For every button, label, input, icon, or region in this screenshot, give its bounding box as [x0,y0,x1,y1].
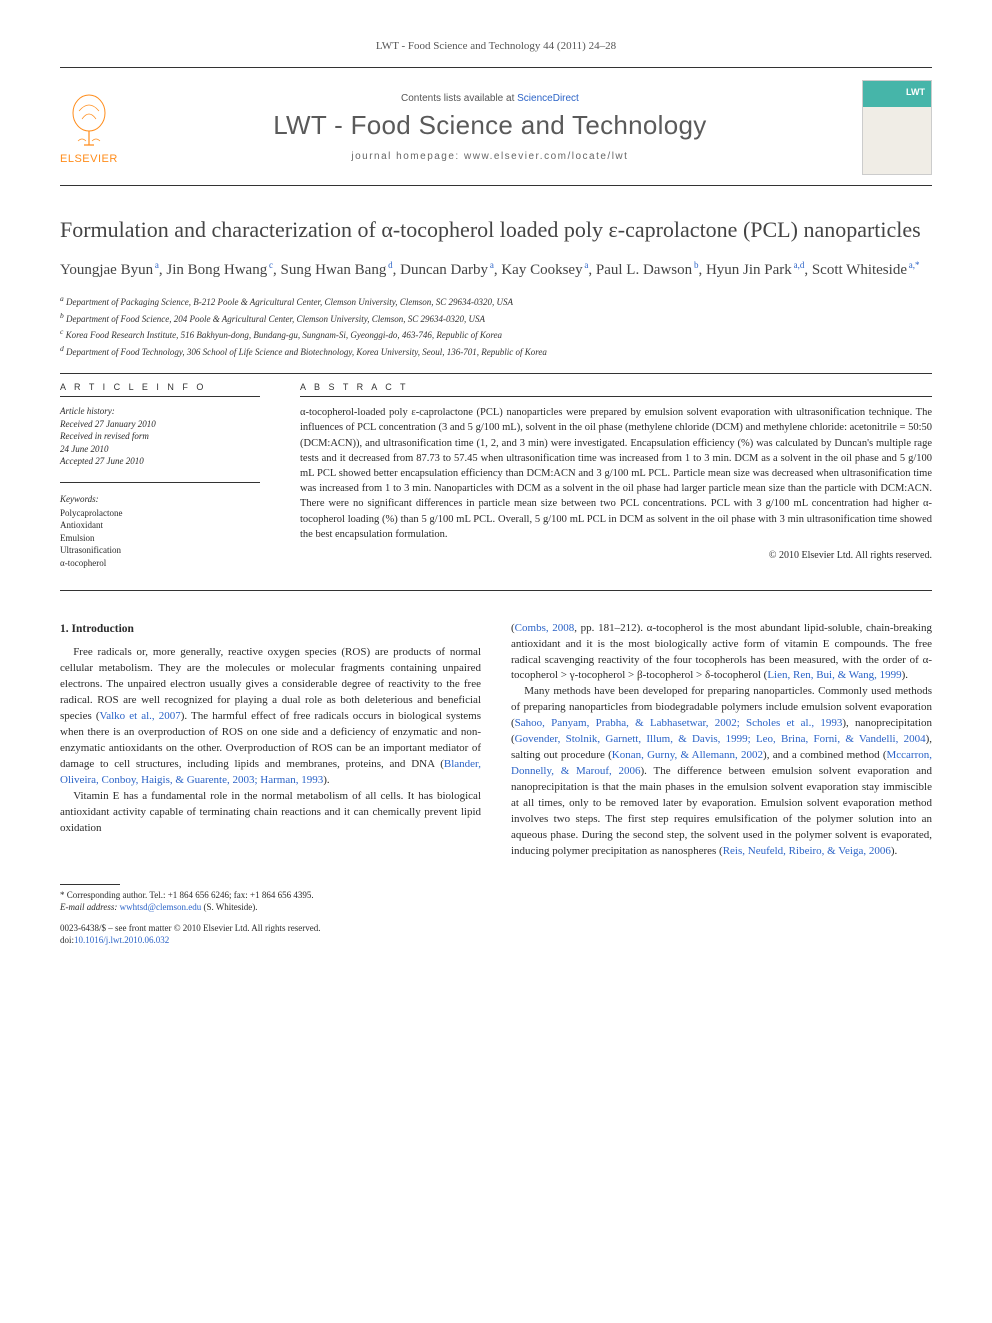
citation-link[interactable]: Valko et al., 2007 [100,710,181,722]
author-name: Hyun Jin Park [706,262,792,278]
keyword: Antioxidant [60,520,103,530]
citation-link[interactable]: Combs, 2008 [515,622,575,634]
journal-name: LWT - Food Science and Technology [138,110,842,141]
body-paragraph: Many methods have been developed for pre… [511,684,932,859]
article-info-sidebar: A R T I C L E I N F O Article history: R… [60,382,260,570]
author-affil-sup: d [386,260,392,270]
email-link[interactable]: wwhtsd@clemson.edu [120,902,202,912]
article-info-heading: A R T I C L E I N F O [60,382,260,397]
text-run: ), and a combined method ( [763,749,886,761]
email-label: E-mail address: [60,902,120,912]
history-label: Article history: [60,406,115,416]
homepage-prefix: journal homepage: [351,151,464,162]
author-affil-sup: a [488,260,494,270]
history-line: Received 27 January 2010 [60,419,156,429]
journal-cover-thumbnail [862,80,932,175]
author-affil-sup: b [692,260,698,270]
page-footer: * Corresponding author. Tel.: +1 864 656… [60,884,932,947]
affiliation-line: a Department of Packaging Science, B-212… [60,293,932,310]
author-name: Scott Whiteside [812,262,907,278]
history-line: Received in revised form [60,431,149,441]
journal-masthead: ELSEVIER Contents lists available at Sci… [60,80,932,186]
doi-line: doi:10.1016/j.lwt.2010.06.032 [60,934,932,947]
history-line: 24 June 2010 [60,444,109,454]
author-affil-sup: c [267,260,273,270]
author-affil-sup: a,* [907,260,920,270]
author-name: Paul L. Dawson [596,262,692,278]
citation-link[interactable]: Govender, Stolnik, Garnett, Illum, & Dav… [515,733,926,745]
journal-homepage: journal homepage: www.elsevier.com/locat… [138,151,842,162]
email-line: E-mail address: wwhtsd@clemson.edu (S. W… [60,901,932,914]
abstract-heading: A B S T R A C T [300,382,932,397]
contents-prefix: Contents lists available at [401,93,517,104]
footnote-rule [60,884,120,885]
abstract-copyright: © 2010 Elsevier Ltd. All rights reserved… [300,550,932,561]
affiliation-list: a Department of Packaging Science, B-212… [60,293,932,359]
keyword: Ultrasonification [60,545,121,555]
publisher-name: ELSEVIER [60,153,118,165]
keyword: Polycaprolactone [60,508,122,518]
affiliation-line: b Department of Food Science, 204 Poole … [60,310,932,327]
sciencedirect-link[interactable]: ScienceDirect [517,93,579,104]
keywords-block: Keywords: Polycaprolactone Antioxidant E… [60,493,260,570]
author-list: Youngjae Byun a, Jin Bong Hwang c, Sung … [60,259,932,282]
corresponding-author: * Corresponding author. Tel.: +1 864 656… [60,889,932,902]
affiliation-line: d Department of Food Technology, 306 Sch… [60,343,932,360]
author-name: Jin Bong Hwang [166,262,267,278]
author-name: Kay Cooksey [501,262,582,278]
divider [60,590,932,591]
author-affil-sup: a,d [792,260,805,270]
body-columns: 1. Introduction Free radicals or, more g… [60,621,932,860]
doi-label: doi: [60,935,74,945]
section-heading: 1. Introduction [60,621,481,638]
journal-title-block: Contents lists available at ScienceDirec… [138,93,842,162]
citation-link[interactable]: Lien, Ren, Bui, & Wang, 1999 [767,669,901,681]
author-name: Youngjae Byun [60,262,153,278]
keyword: α-tocopherol [60,558,106,568]
body-paragraph: (Combs, 2008, pp. 181–212). α-tocopherol… [511,621,932,685]
text-run: ). [323,774,329,786]
citation-link[interactable]: Reis, Neufeld, Ribeiro, & Veiga, 2006 [723,845,891,857]
citation-link[interactable]: Sahoo, Panyam, Prabha, & Labhasetwar, 20… [515,717,843,729]
history-line: Accepted 27 June 2010 [60,456,144,466]
copyright-line: 0023-6438/$ – see front matter © 2010 El… [60,922,932,935]
divider [60,67,932,68]
citation-link[interactable]: Konan, Gurny, & Allemann, 2002 [612,749,763,761]
body-paragraph: Vitamin E has a fundamental role in the … [60,789,481,837]
divider [60,482,260,483]
journal-running-header: LWT - Food Science and Technology 44 (20… [60,40,932,52]
keyword: Emulsion [60,533,95,543]
article-title: Formulation and characterization of α-to… [60,216,932,245]
divider [60,373,932,374]
author-affil-sup: a [153,260,159,270]
keywords-label: Keywords: [60,493,260,506]
doi-link[interactable]: 10.1016/j.lwt.2010.06.032 [74,935,169,945]
abstract-text: α-tocopherol-loaded poly ε-caprolactone … [300,405,932,542]
author-name: Sung Hwan Bang [281,262,387,278]
article-history: Article history: Received 27 January 201… [60,405,260,468]
affiliation-line: c Korea Food Research Institute, 516 Bak… [60,326,932,343]
text-run: ). [902,669,908,681]
author-name: Duncan Darby [400,262,488,278]
text-run: ). The difference between emulsion solve… [511,765,932,857]
text-run: ). [891,845,897,857]
homepage-url: www.elsevier.com/locate/lwt [464,151,628,162]
elsevier-tree-icon [64,91,114,151]
email-name: (S. Whiteside). [201,902,257,912]
author-affil-sup: a [583,260,589,270]
abstract-block: A B S T R A C T α-tocopherol-loaded poly… [300,382,932,570]
body-paragraph: Free radicals or, more generally, reacti… [60,645,481,788]
contents-available-line: Contents lists available at ScienceDirec… [138,93,842,104]
publisher-logo-block: ELSEVIER [60,91,118,165]
